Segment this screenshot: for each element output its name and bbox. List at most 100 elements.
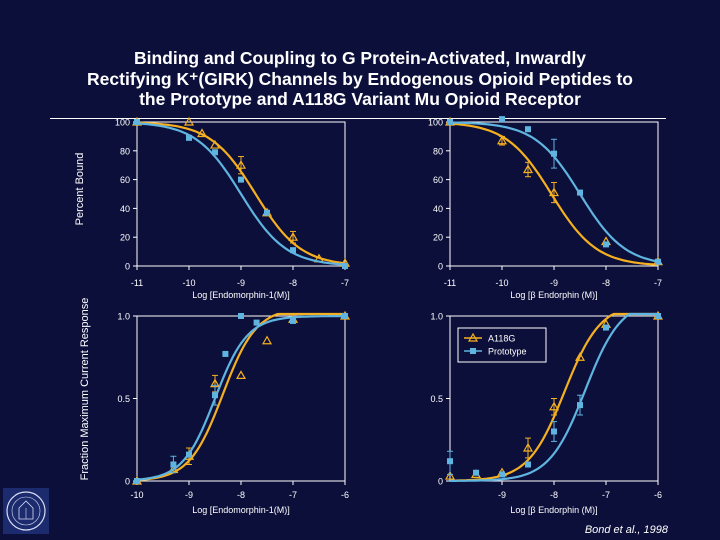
title-divider bbox=[50, 118, 666, 119]
citation: Bond et al., 1998 bbox=[584, 524, 668, 536]
data-point-prototype bbox=[222, 350, 229, 357]
data-point-prototype bbox=[525, 126, 531, 133]
data-point-a118g bbox=[496, 135, 508, 145]
slide-title: Binding and Coupling to G Protein-Activa… bbox=[20, 48, 700, 110]
fit-curve-a118g bbox=[449, 312, 658, 482]
plot-frame-bottom-left bbox=[136, 315, 346, 482]
x-tick-label: -9 bbox=[550, 278, 558, 288]
data-point-a118g bbox=[548, 187, 560, 197]
x-tick-label: -9 bbox=[498, 490, 506, 500]
y-tick-label: 80 bbox=[433, 146, 443, 156]
data-point-prototype bbox=[551, 428, 557, 435]
data-point-prototype bbox=[499, 116, 505, 123]
data-point-prototype bbox=[290, 247, 296, 254]
x-tick-label: -6 bbox=[654, 490, 662, 500]
data-point-prototype bbox=[447, 458, 453, 465]
data-point-a118g bbox=[196, 128, 208, 138]
legend-label: A118G bbox=[488, 334, 515, 344]
legend-marker bbox=[467, 332, 479, 342]
x-tick-label: -10 bbox=[130, 490, 143, 500]
legend-box bbox=[457, 327, 547, 363]
x-tick-label: -7 bbox=[654, 278, 662, 288]
data-point-prototype bbox=[499, 471, 505, 478]
y-tick-label: 0 bbox=[438, 477, 443, 487]
data-point-prototype bbox=[603, 241, 609, 248]
data-point-prototype bbox=[253, 319, 260, 326]
x-axis-label: Log [β Endorphin (M)] bbox=[510, 290, 597, 300]
data-point-prototype bbox=[290, 317, 296, 324]
x-tick-label: -8 bbox=[289, 278, 297, 288]
y-tick-label: 1.0 bbox=[430, 312, 443, 322]
y-tick-label: 40 bbox=[433, 204, 443, 214]
legend-marker bbox=[470, 348, 476, 354]
title-line-2: Rectifying K⁺(GIRK) Channels by Endogeno… bbox=[87, 68, 633, 89]
y-tick-label: 0.5 bbox=[430, 394, 443, 404]
x-tick-label: -7 bbox=[341, 278, 349, 288]
data-point-a118g bbox=[183, 116, 195, 126]
y-tick-label: 60 bbox=[433, 175, 443, 185]
x-axis-label: Log [Endomorphin-1(M)] bbox=[192, 505, 290, 515]
data-point-a118g bbox=[287, 231, 299, 241]
data-point-a118g bbox=[235, 370, 247, 379]
fit-curve-prototype bbox=[450, 312, 658, 482]
x-tick-label: -8 bbox=[237, 490, 245, 500]
data-point-prototype bbox=[551, 150, 557, 157]
fit-curve-prototype bbox=[136, 315, 345, 481]
x-tick-label: -6 bbox=[341, 490, 349, 500]
title-line-3: the Prototype and A118G Variant Mu Opioi… bbox=[139, 89, 581, 109]
university-seal-logo bbox=[3, 488, 49, 534]
data-point-prototype bbox=[577, 402, 583, 409]
x-tick-label: -10 bbox=[182, 278, 195, 288]
x-tick-label: -11 bbox=[444, 278, 456, 288]
x-tick-label: -7 bbox=[289, 490, 297, 500]
x-tick-label: -7 bbox=[602, 490, 610, 500]
y-tick-label: 60 bbox=[120, 175, 130, 185]
fit-curve-a118g bbox=[136, 312, 345, 482]
data-point-a118g bbox=[548, 401, 560, 411]
fit-curve-prototype bbox=[136, 122, 346, 266]
y-tick-label: 1.0 bbox=[117, 312, 130, 322]
y-tick-label: 80 bbox=[120, 146, 130, 156]
data-point-a118g bbox=[209, 139, 221, 149]
x-tick-label: -9 bbox=[185, 490, 193, 500]
title-line-1: Binding and Coupling to G Protein-Activa… bbox=[133, 48, 587, 68]
data-point-prototype bbox=[447, 119, 453, 125]
data-point-prototype bbox=[264, 209, 270, 216]
y-tick-label: 20 bbox=[120, 233, 130, 243]
data-point-a118g bbox=[235, 159, 247, 169]
x-axis-label: Log [Endomorphin-1(M)] bbox=[192, 290, 290, 300]
x-tick-label: -11 bbox=[131, 278, 143, 288]
y-tick-label: 20 bbox=[433, 233, 443, 243]
data-point-a118g bbox=[261, 335, 273, 345]
y-tick-label: 100 bbox=[115, 118, 130, 128]
data-point-prototype bbox=[473, 469, 479, 476]
data-point-prototype bbox=[655, 258, 661, 265]
data-point-prototype bbox=[134, 478, 140, 484]
y-tick-label: 0 bbox=[125, 477, 130, 487]
data-point-a118g bbox=[522, 442, 534, 452]
data-point-prototype bbox=[238, 313, 244, 319]
data-point-prototype bbox=[603, 324, 609, 331]
data-point-a118g bbox=[522, 164, 534, 174]
y-tick-label: 40 bbox=[120, 204, 130, 214]
x-tick-label: -8 bbox=[602, 278, 610, 288]
x-tick-label: -8 bbox=[550, 490, 558, 500]
x-tick-label: -10 bbox=[495, 278, 508, 288]
data-point-a118g bbox=[444, 470, 456, 480]
data-point-prototype bbox=[186, 134, 192, 141]
data-point-prototype bbox=[212, 149, 218, 156]
x-tick-label: -9 bbox=[237, 278, 245, 288]
data-point-prototype bbox=[525, 461, 531, 468]
data-point-prototype bbox=[577, 189, 583, 196]
data-point-a118g bbox=[574, 352, 586, 361]
data-point-prototype bbox=[238, 176, 244, 183]
data-point-prototype bbox=[186, 451, 192, 458]
data-point-prototype bbox=[212, 392, 218, 399]
data-point-prototype bbox=[134, 119, 140, 125]
y-tick-label: 0 bbox=[125, 262, 130, 272]
x-axis-label: Log [β Endorphin (M)] bbox=[510, 505, 597, 515]
data-point-prototype bbox=[342, 313, 348, 319]
legend-label: Prototype bbox=[488, 347, 527, 357]
y-tick-label: 0 bbox=[438, 262, 443, 272]
